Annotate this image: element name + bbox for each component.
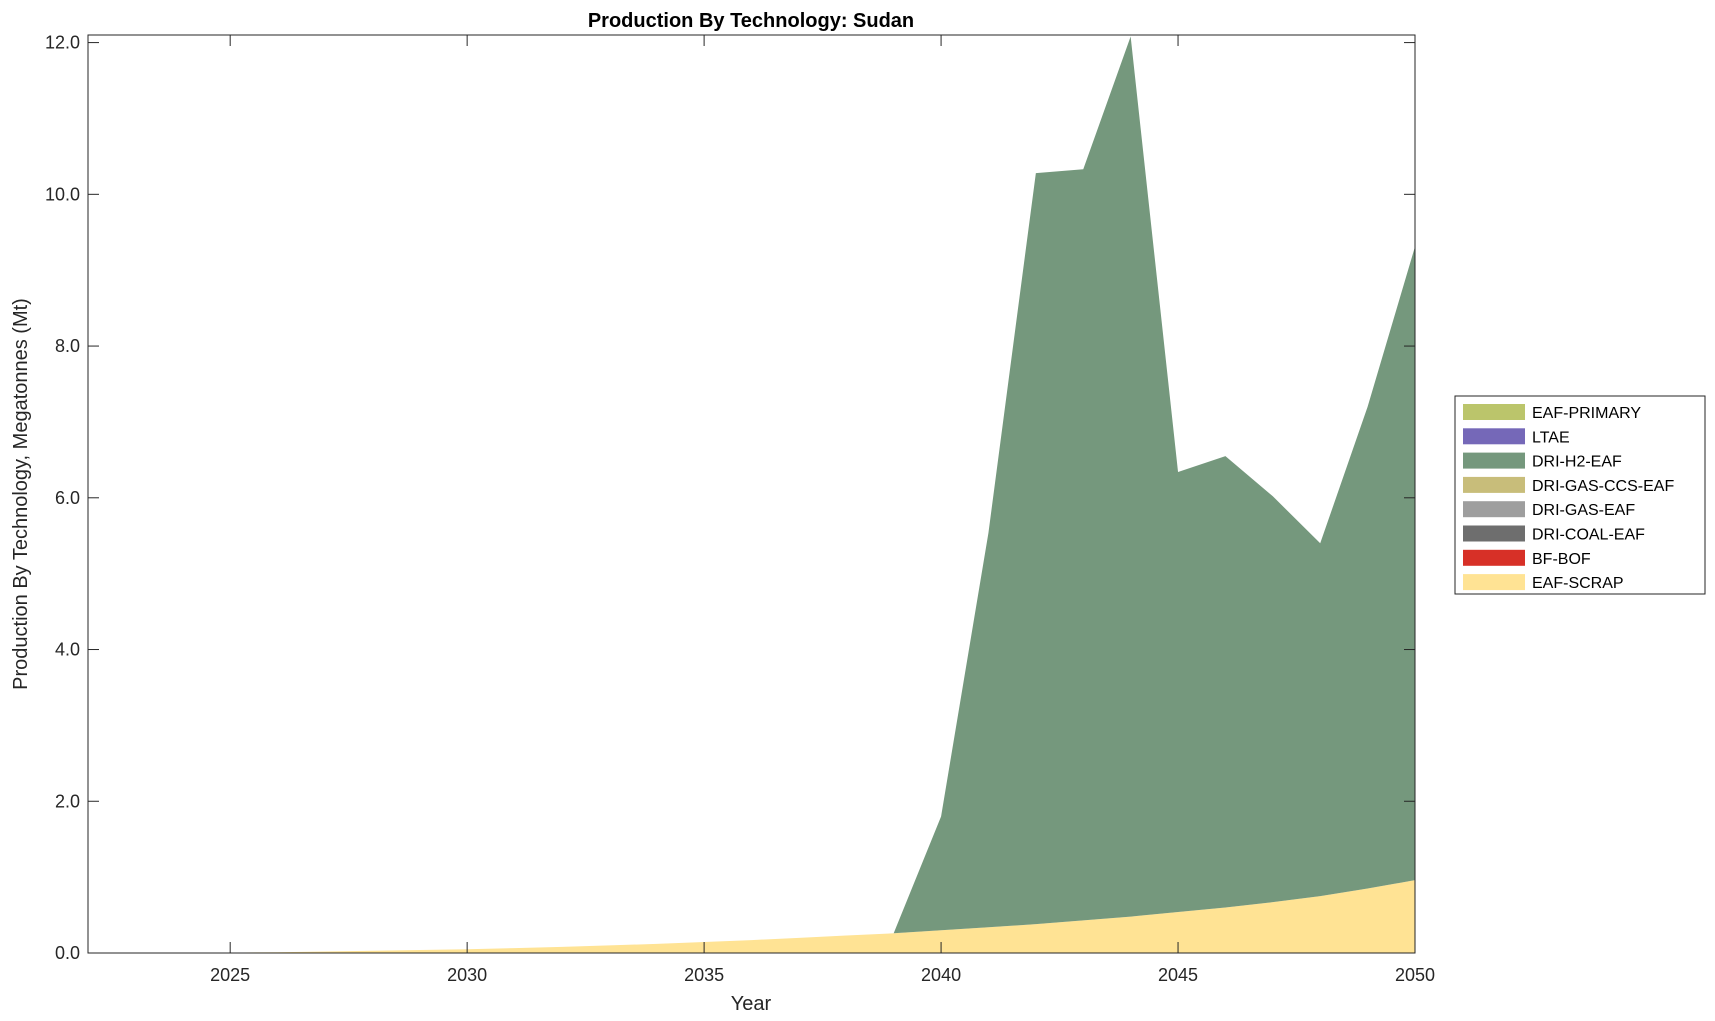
- y-tick-label: 12.0: [45, 33, 80, 53]
- area-eaf-scrap: [88, 880, 1415, 953]
- y-axis-label: Production By Technology, Megatonnes (Mt…: [10, 298, 32, 690]
- legend-swatch-dri-h2-eaf: [1463, 452, 1525, 469]
- x-axis-label: Year: [731, 993, 772, 1015]
- legend-label-dri-gas-eaf: DRI-GAS-EAF: [1532, 502, 1635, 519]
- y-tick-label: 2.0: [55, 791, 80, 811]
- legend-swatch-eaf-primary: [1463, 404, 1525, 420]
- legend: EAF-PRIMARY LTAE DRI-H2-EAF DRI-GAS-CCS-EAF…: [1454, 395, 1706, 595]
- y-tick-label: 0.0: [55, 943, 80, 963]
- plot-areas: [88, 36, 1415, 953]
- y-tick-label: 6.0: [55, 488, 80, 508]
- x-axis-ticks: 2025 2030 2035 2040 2045 2050: [210, 35, 1435, 985]
- legend-label-eaf-primary: EAF-PRIMARY: [1532, 405, 1641, 422]
- legend-label-dri-h2-eaf: DRI-H2-EAF: [1532, 454, 1622, 471]
- x-tick-label: 2050: [1395, 965, 1435, 985]
- x-tick-label: 2040: [921, 965, 961, 985]
- plot-frame: [87, 34, 1416, 954]
- x-tick-label: 2030: [447, 965, 487, 985]
- legend-swatch-eaf-scrap: [1463, 574, 1525, 591]
- x-tick-label: 2035: [684, 965, 724, 985]
- legend-swatch-bf-bof: [1463, 549, 1525, 566]
- y-tick-label: 4.0: [55, 640, 80, 660]
- y-tick-label: 8.0: [55, 336, 80, 356]
- legend-label-eaf-scrap: EAF-SCRAP: [1532, 575, 1624, 592]
- area-dri-h2-eaf: [88, 36, 1415, 953]
- chart-title: Production By Technology: Sudan: [588, 10, 914, 32]
- x-tick-label: 2045: [1158, 965, 1198, 985]
- y-axis-ticks: 0.0 2.0 4.0 6.0 8.0 10.0 12.0: [45, 33, 1415, 963]
- legend-label-dri-coal-eaf: DRI-COAL-EAF: [1532, 527, 1645, 544]
- legend-swatch-dri-gas-eaf: [1463, 501, 1525, 518]
- legend-label-bf-bof: BF-BOF: [1532, 551, 1591, 568]
- y-tick-label: 10.0: [45, 184, 80, 204]
- legend-label-ltae: LTAE: [1532, 429, 1570, 446]
- legend-swatch-dri-coal-eaf: [1463, 525, 1525, 542]
- legend-swatch-dri-gas-ccs-eaf: [1463, 476, 1525, 493]
- legend-label-dri-gas-ccs-eaf: DRI-GAS-CCS-EAF: [1532, 478, 1674, 495]
- x-tick-label: 2025: [210, 965, 250, 985]
- legend-swatch-ltae: [1463, 428, 1525, 445]
